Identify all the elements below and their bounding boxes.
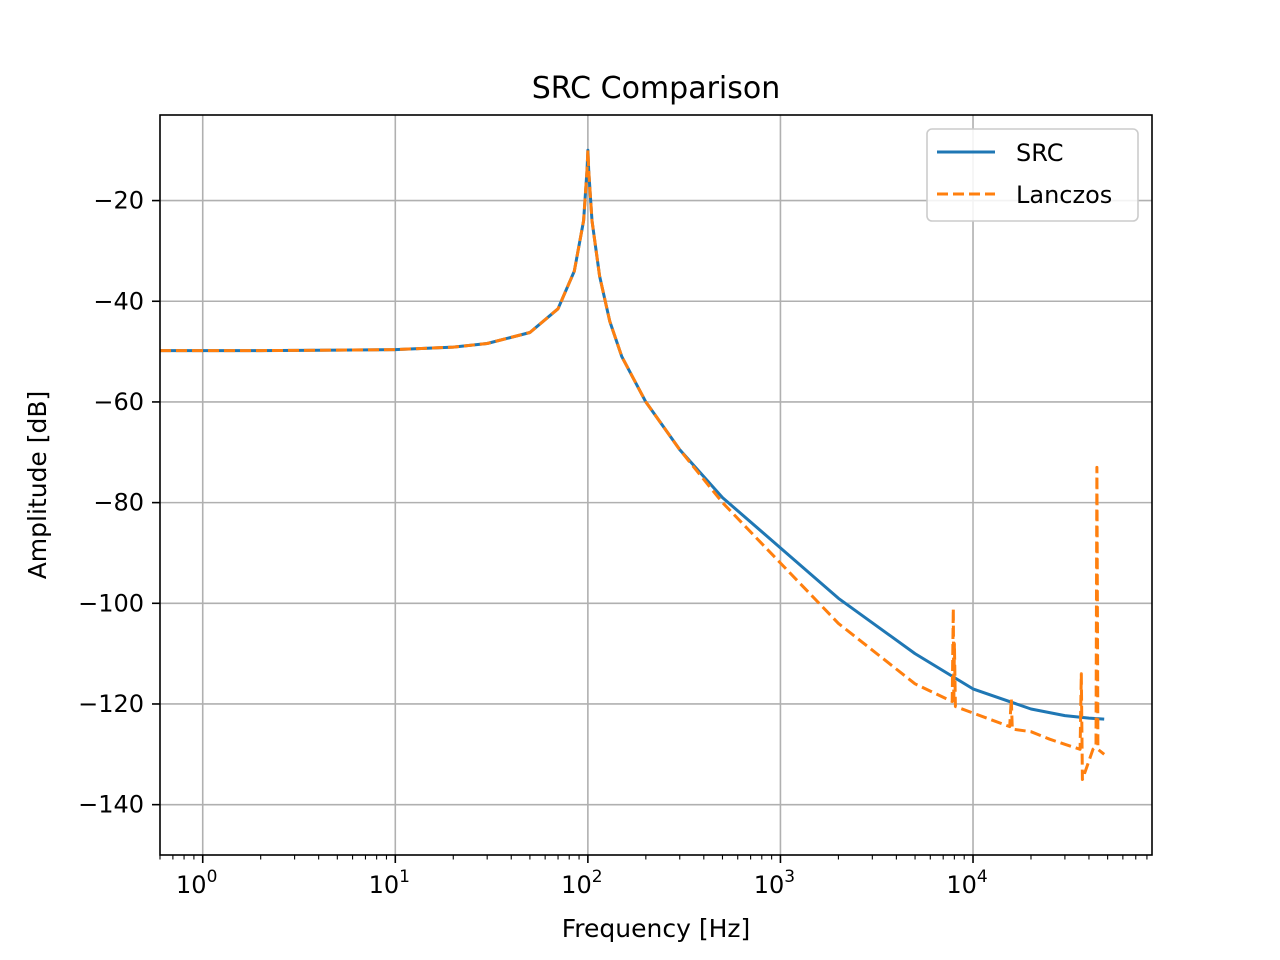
legend-label-lanczos: Lanczos (1016, 181, 1112, 209)
x-tick-label: 102 (561, 867, 602, 899)
x-tick-label: 103 (754, 867, 795, 899)
plot-frame (159, 114, 1153, 856)
y-tick-label: −60 (93, 388, 144, 416)
x-axis-label: Frequency [Hz] (562, 914, 751, 943)
y-tick-label: −140 (78, 791, 144, 819)
y-axis-label: Amplitude [dB] (23, 391, 52, 580)
series-layer (160, 148, 1106, 781)
legend: SRC Lanczos (926, 128, 1139, 222)
y-tick-label: −100 (78, 589, 144, 617)
x-tick-label: 104 (946, 867, 987, 899)
y-axis: −20 −40 −60 −80 −100 −120 −140 (78, 187, 160, 819)
grid (160, 115, 1152, 855)
x-tick-label: 101 (369, 867, 410, 899)
y-tick-label: −20 (93, 187, 144, 215)
x-tick-label: 100 (176, 867, 217, 899)
x-axis: 100 101 102 103 104 (159, 855, 1148, 899)
series-line-lanczos (160, 148, 1106, 781)
legend-label-src: SRC (1016, 139, 1063, 167)
y-tick-label: −80 (93, 489, 144, 517)
chart-title: SRC Comparison (532, 71, 781, 106)
y-tick-label: −40 (93, 287, 144, 315)
y-tick-label: −120 (78, 690, 144, 718)
